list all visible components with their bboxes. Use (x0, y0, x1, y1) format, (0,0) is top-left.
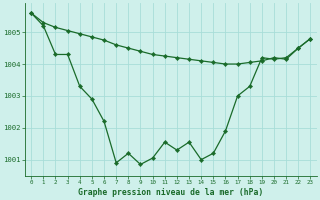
X-axis label: Graphe pression niveau de la mer (hPa): Graphe pression niveau de la mer (hPa) (78, 188, 263, 197)
